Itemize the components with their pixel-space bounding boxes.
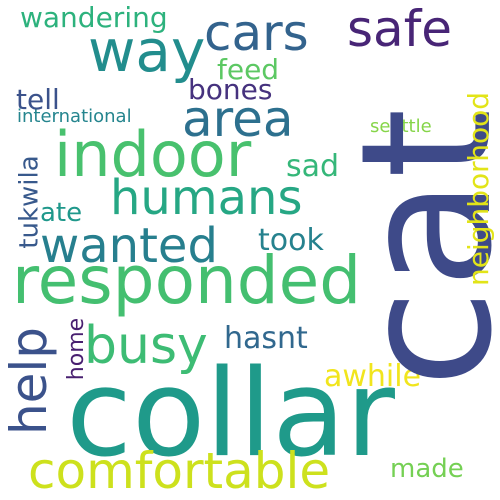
word-took: took (258, 223, 324, 258)
word-neighborhood: neighborhood (461, 92, 495, 286)
word-cars: cars (204, 4, 309, 62)
word-wanted: wanted (40, 218, 218, 274)
word-home: home (64, 317, 89, 381)
word-wandering: wandering (20, 1, 168, 34)
word-busy: busy (84, 316, 208, 376)
word-collar: collar (66, 345, 395, 484)
word-hasnt: hasnt (224, 321, 308, 356)
word-way: way (88, 17, 206, 85)
word-bones: bones (188, 73, 273, 106)
word-tell: tell (16, 83, 60, 116)
word-indoor: indoor (54, 118, 252, 191)
word-comfortable: comfortable (28, 442, 331, 500)
word-tukwila: tukwila (15, 155, 45, 249)
word-awhile: awhile (324, 359, 422, 394)
word-sad: sad (286, 149, 340, 184)
word-international: international (17, 106, 132, 127)
word-responded: responded (12, 242, 362, 319)
word-made: made (390, 454, 464, 484)
word-seattle: seattle (370, 116, 432, 137)
word-safe: safe (347, 0, 453, 58)
word-area: area (182, 90, 294, 148)
word-humans: humans (110, 170, 303, 226)
word-ate: ate (40, 198, 83, 228)
word-feed: feed (217, 53, 280, 86)
